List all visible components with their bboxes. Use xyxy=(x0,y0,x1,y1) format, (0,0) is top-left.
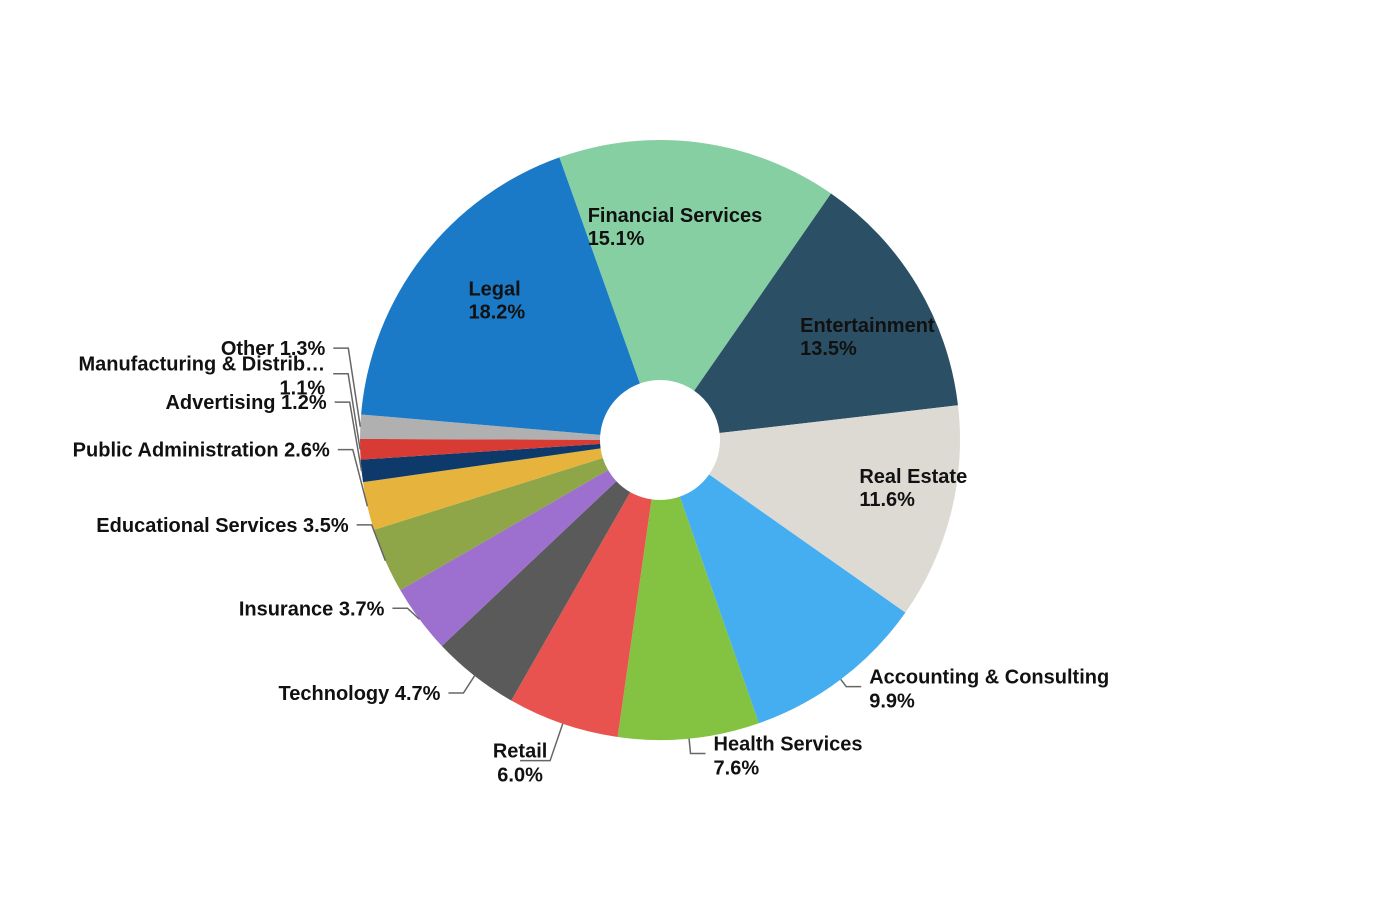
slice-pct-text: 1.1% xyxy=(280,378,326,400)
slice-label-text: Educational Services 3.5% xyxy=(96,515,349,537)
industry-pie-chart: Accounting & Consulting Health Services Re… xyxy=(0,0,1400,900)
slice-label-text: Health Services xyxy=(714,734,863,756)
slice-label-text: Insurance 3.7% xyxy=(239,598,385,620)
slice-label-text: Real Estate xyxy=(859,466,967,488)
slice-label-text: Technology 4.7% xyxy=(279,683,441,705)
slice-label-text: Accounting & Consulting xyxy=(869,667,1109,689)
slice-pct-text: 7.6% xyxy=(714,758,760,780)
slice-label-text: Legal xyxy=(468,278,520,300)
slice-label-text: Entertainment xyxy=(800,315,935,337)
slice-pct-text: 18.2% xyxy=(468,301,525,323)
slice-label-text: Other 1.3% xyxy=(221,338,326,360)
slice-pct-text: 13.5% xyxy=(800,338,857,360)
slice-pct-text: 15.1% xyxy=(588,228,645,250)
slice-pct-text: 9.9% xyxy=(869,691,915,713)
slice-pct-text: 11.6% xyxy=(859,489,915,511)
slice-label-text: Retail xyxy=(493,741,547,763)
slice-pct-text: 6.0% xyxy=(497,765,543,787)
slice-label-text: Public Administration 2.6% xyxy=(73,440,330,462)
slice-label-text: Financial Services xyxy=(588,205,763,227)
